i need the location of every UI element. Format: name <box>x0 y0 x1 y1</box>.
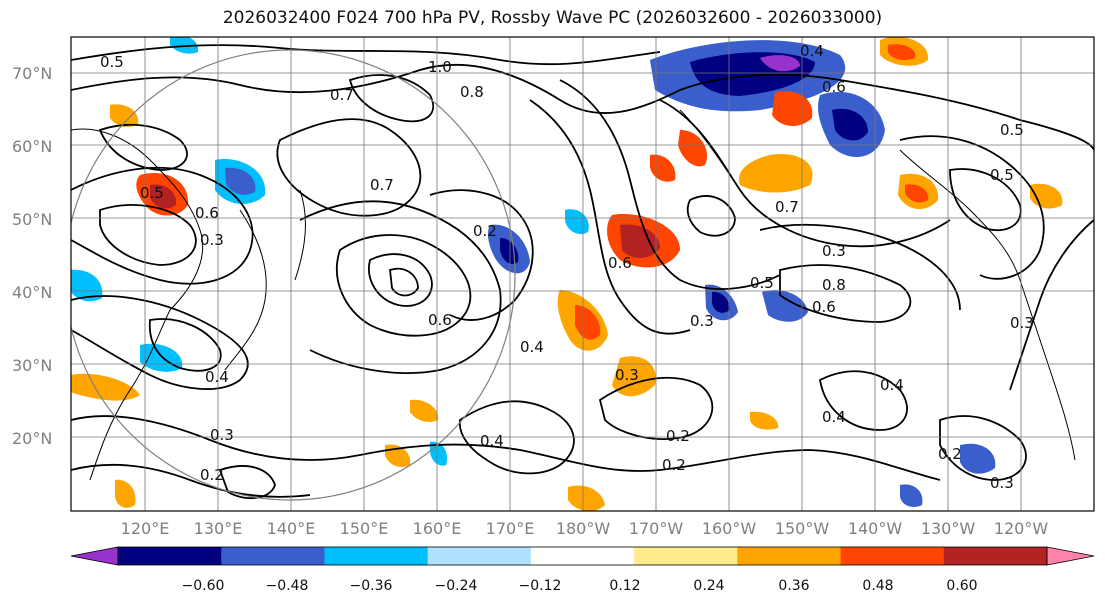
colorbar-tick-label: −0.24 <box>435 578 478 594</box>
contour-label: 0.2 <box>473 222 497 240</box>
map-frame <box>70 36 1095 512</box>
colorbar-tick-label: 0.36 <box>778 578 809 594</box>
pv-contours <box>71 44 1094 500</box>
colorbar-segment <box>943 547 1048 565</box>
colorbar-extend-high <box>1046 546 1095 566</box>
lon-label: 180°W <box>556 519 611 538</box>
colorbar-ticks: −0.60 −0.48 −0.36 −0.24 −0.12 0.12 0.24 … <box>182 578 978 594</box>
colorbar-tick-label: 0.24 <box>693 578 724 594</box>
colorbar-tick-label: −0.12 <box>519 578 562 594</box>
lon-label: 170°E <box>486 519 535 538</box>
map-background <box>71 37 1094 511</box>
colorbar-segment <box>840 547 945 565</box>
colorbar-segment <box>427 547 532 565</box>
contour-label: 0.2 <box>938 445 962 463</box>
reference-circle <box>71 49 516 501</box>
colorbar: −0.60 −0.48 −0.36 −0.24 −0.12 0.12 0.24 … <box>70 546 1095 594</box>
colorbar-tick-label: 0.48 <box>862 578 893 594</box>
colorbar-segment <box>737 547 842 565</box>
colorbar-extend-low <box>70 546 119 566</box>
contour-label: 0.5 <box>140 184 164 202</box>
lon-label: 120°W <box>994 519 1049 538</box>
contour-label: 0.3 <box>990 474 1014 492</box>
contour-label: 0.6 <box>812 298 836 316</box>
contour-label: 0.2 <box>666 427 690 445</box>
contour-label: 0.7 <box>370 176 394 194</box>
pv-anomaly-shading <box>71 37 1063 511</box>
contour-label: 0.3 <box>1010 314 1034 332</box>
colorbar-segment <box>530 547 635 565</box>
contour-label: 0.5 <box>990 166 1014 184</box>
lon-label: 150°E <box>340 519 389 538</box>
contour-label: 0.6 <box>822 78 846 96</box>
contour-label: 0.3 <box>822 242 846 260</box>
colorbar-tick-label: 0.12 <box>609 578 640 594</box>
contour-label: 0.4 <box>520 338 544 356</box>
colorbar-tick-label: −0.48 <box>266 578 309 594</box>
contour-label: 0.7 <box>775 198 799 216</box>
contour-label: 0.4 <box>822 408 846 426</box>
colorbar-segment <box>118 547 222 565</box>
contour-label: 0.6 <box>195 204 219 222</box>
lat-label: 60°N <box>12 137 52 156</box>
contour-label: 0.4 <box>880 376 904 394</box>
colorbar-tick-label: 0.60 <box>946 578 977 594</box>
contour-label: 0.3 <box>690 312 714 330</box>
colorbar-tick-label: −0.36 <box>350 578 393 594</box>
lat-label: 30°N <box>12 356 52 375</box>
longitude-labels: 120°E 130°E 140°E 150°E 160°E 170°E 180°… <box>121 519 1049 538</box>
contour-label: 0.6 <box>428 311 452 329</box>
contour-label: 0.2 <box>200 466 224 484</box>
contour-label: 0.8 <box>460 83 484 101</box>
coastlines <box>71 109 1076 481</box>
contour-label: 0.5 <box>1000 121 1024 139</box>
contour-label: 0.4 <box>205 368 229 386</box>
lat-label: 70°N <box>12 64 52 83</box>
contour-label: 0.5 <box>750 274 774 292</box>
contour-label: 0.4 <box>800 42 824 60</box>
contour-label: 1.0 <box>428 58 452 76</box>
graticule <box>71 37 1094 511</box>
contour-label: 0.8 <box>822 276 846 294</box>
colorbar-segment <box>324 547 429 565</box>
lat-label: 20°N <box>12 429 52 448</box>
colorbar-tick-label: −0.60 <box>182 578 225 594</box>
lon-label: 150°W <box>775 519 830 538</box>
contour-label: 0.2 <box>662 456 686 474</box>
contour-label: 0.3 <box>200 231 224 249</box>
lon-label: 140°E <box>267 519 316 538</box>
lon-label: 160°W <box>702 519 757 538</box>
colorbar-frame <box>117 546 1048 566</box>
colorbar-segments <box>70 546 1095 566</box>
lon-label: 130°W <box>921 519 976 538</box>
colorbar-segment <box>221 547 325 565</box>
map-title: 2026032400 F024 700 hPa PV, Rossby Wave … <box>222 8 883 28</box>
lon-label: 140°W <box>848 519 903 538</box>
latitude-labels: 70°N 60°N 50°N 40°N 30°N 20°N <box>12 64 52 448</box>
colorbar-segment <box>634 547 738 565</box>
contour-label: 0.3 <box>615 366 639 384</box>
lon-label: 160°E <box>413 519 462 538</box>
lon-label: 130°E <box>194 519 243 538</box>
contour-label: 0.6 <box>608 254 632 272</box>
contour-label: 0.7 <box>330 86 354 104</box>
lat-label: 50°N <box>12 210 52 229</box>
contour-labels: 0.5 0.7 0.8 0.6 0.4 0.3 0.2 1.0 0.4 0.6 … <box>100 42 1034 492</box>
lon-label: 120°E <box>121 519 170 538</box>
contour-label: 0.4 <box>480 432 504 450</box>
lon-label: 170°W <box>629 519 684 538</box>
lat-label: 40°N <box>12 283 52 302</box>
contour-label: 0.5 <box>100 53 124 71</box>
contour-label: 0.3 <box>210 426 234 444</box>
